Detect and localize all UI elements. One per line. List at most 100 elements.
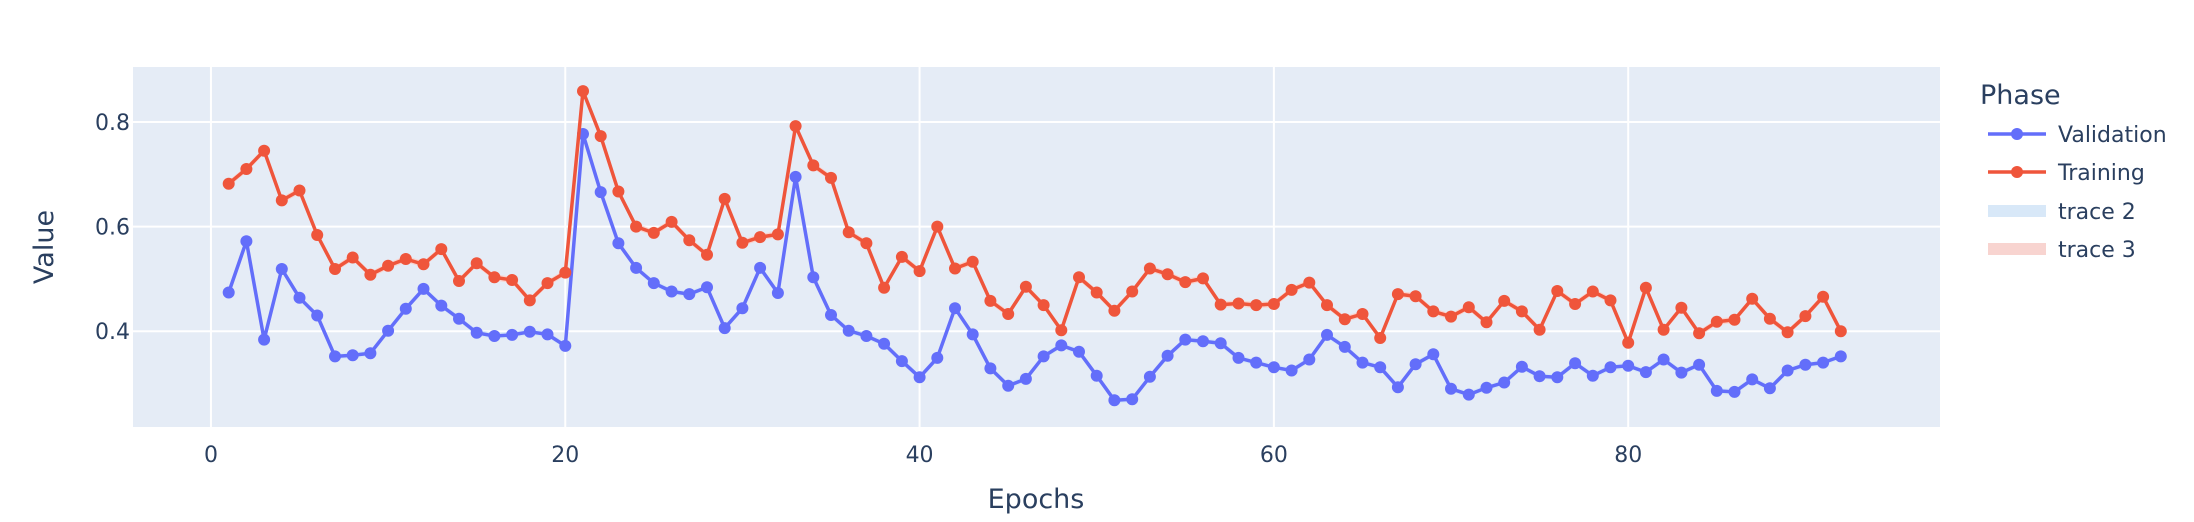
data-point-validation[interactable]: [1179, 333, 1192, 346]
data-point-training[interactable]: [1037, 299, 1050, 312]
data-point-training[interactable]: [1622, 336, 1635, 349]
data-point-validation[interactable]: [506, 328, 519, 341]
data-point-training[interactable]: [878, 281, 891, 294]
data-point-training[interactable]: [1498, 294, 1511, 307]
data-point-training[interactable]: [1303, 276, 1316, 289]
data-point-validation[interactable]: [1338, 340, 1351, 353]
data-point-validation[interactable]: [1214, 337, 1227, 350]
data-point-validation[interactable]: [1817, 356, 1830, 369]
data-point-validation[interactable]: [1551, 371, 1564, 384]
data-point-training[interactable]: [1604, 294, 1617, 307]
data-point-validation[interactable]: [1303, 353, 1316, 366]
data-point-validation[interactable]: [1693, 358, 1706, 371]
data-point-training[interactable]: [1657, 323, 1670, 336]
data-point-validation[interactable]: [523, 325, 536, 338]
data-point-validation[interactable]: [559, 339, 572, 352]
data-point-training[interactable]: [435, 243, 448, 256]
data-point-training[interactable]: [1108, 304, 1121, 317]
data-point-validation[interactable]: [1321, 328, 1333, 341]
data-point-validation[interactable]: [718, 322, 731, 335]
data-point-validation[interactable]: [1604, 361, 1617, 374]
data-point-training[interactable]: [1675, 301, 1688, 314]
data-point-training[interactable]: [1427, 305, 1440, 318]
data-point-validation[interactable]: [399, 302, 412, 315]
data-point-training[interactable]: [931, 220, 944, 233]
data-point-training[interactable]: [1569, 298, 1582, 310]
data-point-validation[interactable]: [1161, 349, 1174, 362]
data-point-training[interactable]: [506, 274, 519, 286]
data-point-validation[interactable]: [1498, 376, 1511, 389]
data-point-training[interactable]: [346, 251, 359, 264]
data-point-validation[interactable]: [1834, 350, 1847, 363]
data-point-validation[interactable]: [1462, 388, 1475, 401]
data-point-training[interactable]: [1462, 301, 1475, 314]
data-point-validation[interactable]: [258, 333, 271, 346]
data-point-training[interactable]: [488, 271, 501, 284]
data-point-training[interactable]: [807, 159, 820, 172]
data-point-validation[interactable]: [913, 371, 926, 384]
data-point-validation[interactable]: [1445, 382, 1457, 395]
data-point-training[interactable]: [1197, 272, 1209, 285]
data-point-training[interactable]: [701, 248, 713, 261]
data-point-validation[interactable]: [1639, 366, 1652, 379]
data-point-training[interactable]: [275, 194, 288, 207]
data-point-validation[interactable]: [293, 291, 306, 304]
data-point-training[interactable]: [1090, 286, 1103, 299]
data-point-validation[interactable]: [453, 312, 465, 325]
data-point-training[interactable]: [1728, 313, 1741, 326]
data-point-validation[interactable]: [240, 235, 253, 248]
data-point-validation[interactable]: [1285, 364, 1298, 377]
data-point-training[interactable]: [240, 163, 253, 175]
data-point-validation[interactable]: [1108, 394, 1121, 407]
data-point-training[interactable]: [1639, 281, 1652, 294]
data-point-training[interactable]: [1214, 298, 1227, 311]
data-point-validation[interactable]: [895, 355, 908, 368]
data-point-training[interactable]: [1321, 299, 1333, 312]
data-point-training[interactable]: [825, 171, 837, 184]
data-point-training[interactable]: [541, 277, 554, 290]
data-point-training[interactable]: [1746, 292, 1759, 305]
data-point-training[interactable]: [1834, 325, 1847, 338]
data-point-training[interactable]: [293, 184, 306, 197]
data-point-validation[interactable]: [807, 271, 820, 284]
data-point-validation[interactable]: [541, 328, 554, 341]
data-point-validation[interactable]: [222, 286, 235, 299]
data-point-validation[interactable]: [1569, 357, 1582, 370]
data-point-training[interactable]: [1374, 332, 1387, 344]
data-point-training[interactable]: [736, 236, 749, 249]
data-point-training[interactable]: [630, 220, 643, 233]
data-point-training[interactable]: [453, 275, 465, 287]
data-point-training[interactable]: [913, 265, 926, 278]
data-point-training[interactable]: [1781, 326, 1794, 339]
data-point-training[interactable]: [523, 294, 536, 307]
data-point-validation[interactable]: [1143, 370, 1156, 383]
data-point-validation[interactable]: [470, 326, 483, 339]
data-point-validation[interactable]: [275, 263, 288, 275]
data-point-training[interactable]: [399, 253, 412, 265]
data-point-validation[interactable]: [1374, 361, 1387, 374]
data-point-validation[interactable]: [878, 337, 891, 350]
data-point-training[interactable]: [1445, 310, 1457, 323]
data-point-training[interactable]: [1055, 324, 1068, 337]
data-point-validation[interactable]: [1055, 339, 1068, 352]
data-point-training[interactable]: [222, 177, 235, 190]
data-point-training[interactable]: [718, 192, 731, 205]
data-point-training[interactable]: [1019, 280, 1032, 293]
data-point-training[interactable]: [895, 250, 908, 263]
data-point-validation[interactable]: [665, 285, 678, 298]
data-point-training[interactable]: [364, 268, 377, 281]
data-point-training[interactable]: [1409, 290, 1422, 303]
data-point-training[interactable]: [647, 226, 660, 239]
data-point-training[interactable]: [1338, 313, 1351, 326]
data-point-validation[interactable]: [647, 277, 660, 290]
data-point-training[interactable]: [1693, 327, 1706, 340]
legend-item-training[interactable]: Training: [1988, 161, 2145, 186]
data-point-training[interactable]: [1143, 262, 1156, 275]
data-point-validation[interactable]: [771, 287, 784, 299]
data-point-validation[interactable]: [1002, 379, 1015, 392]
data-point-validation[interactable]: [860, 330, 873, 342]
legend[interactable]: Phase Validation Training trace 2 trace …: [1980, 80, 2167, 263]
data-point-training[interactable]: [1533, 323, 1546, 336]
data-point-validation[interactable]: [1356, 356, 1369, 369]
data-point-validation[interactable]: [1781, 364, 1794, 377]
